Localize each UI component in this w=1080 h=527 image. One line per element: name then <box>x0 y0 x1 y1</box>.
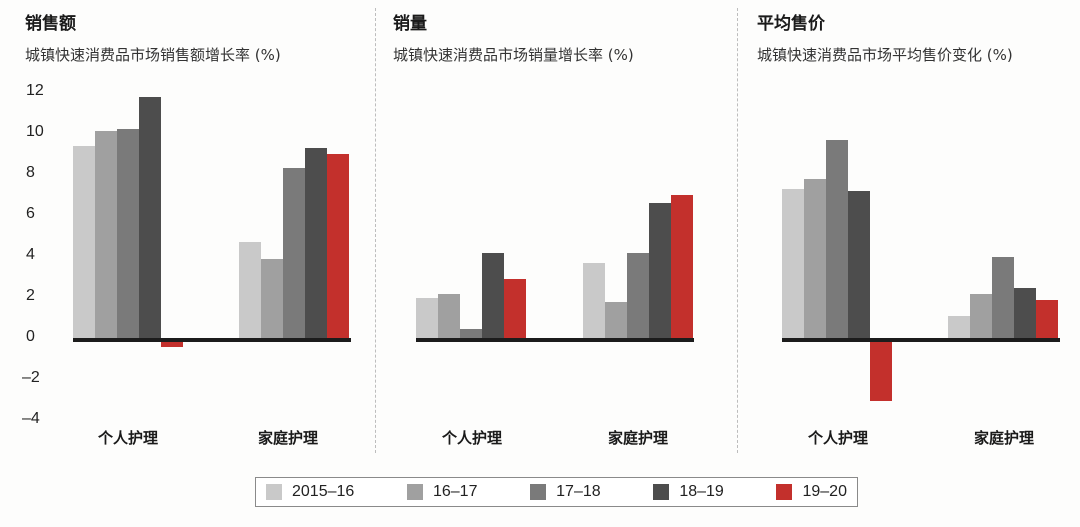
bar-19-20-personal-care <box>870 341 892 401</box>
bar-19-20-personal-care <box>504 279 526 339</box>
bar-18-19-household-care <box>1014 287 1036 339</box>
bar-18-19-personal-care <box>482 252 504 339</box>
legend-item-19-20: 19–20 <box>776 483 847 501</box>
legend-label: 17–18 <box>556 483 601 500</box>
panel-subtitle-sales: 城镇快速消费品市场销售额增长率 (%) <box>25 46 281 64</box>
bar-16-17-personal-care <box>804 178 826 339</box>
bar-17-18-household-care <box>627 252 649 339</box>
panel-subtitle-price: 城镇快速消费品市场平均售价变化 (%) <box>757 46 1013 64</box>
bar-17-18-household-care <box>992 256 1014 339</box>
zero-baseline <box>782 338 1060 342</box>
bar-17-18-household-care <box>283 168 305 339</box>
legend-item-16-17: 16–17 <box>406 483 478 501</box>
legend-label: 18–19 <box>679 483 724 500</box>
panel-divider <box>737 8 738 453</box>
legend-label: 2015–16 <box>292 483 355 500</box>
panel-title-sales: 销售额 <box>25 14 76 34</box>
bar-2015-16-household-care <box>583 262 605 339</box>
category-label-personal-care: 个人护理 <box>441 429 503 447</box>
y-tick: 8 <box>26 164 35 181</box>
y-tick: –4 <box>22 410 40 427</box>
y-tick: 0 <box>26 328 35 345</box>
legend-swatch <box>653 484 670 500</box>
bar-19-20-household-care <box>1036 299 1058 339</box>
bar-2015-16-personal-care <box>73 145 95 339</box>
panel-divider <box>375 8 376 453</box>
bar-16-17-personal-care <box>438 293 460 339</box>
y-tick: 12 <box>26 82 44 99</box>
bar-2015-16-household-care <box>239 242 261 339</box>
category-label-personal-care: 个人护理 <box>97 429 159 447</box>
panel-title-price: 平均售价 <box>757 14 825 34</box>
legend-item-17-18: 17–18 <box>530 483 601 501</box>
legend: 2015–16 16–17 17–18 18–19 19–20 <box>255 477 858 507</box>
legend-swatch <box>776 484 793 500</box>
category-label-household-care: 家庭护理 <box>973 429 1035 447</box>
bar-17-18-personal-care <box>117 129 139 339</box>
y-tick: 4 <box>26 246 35 263</box>
bar-19-20-household-care <box>671 195 693 339</box>
legend-swatch <box>266 484 282 500</box>
category-label-household-care: 家庭护理 <box>607 429 669 447</box>
bar-2015-16-personal-care <box>416 297 438 339</box>
legend-swatch <box>530 484 547 500</box>
bar-2015-16-household-care <box>948 316 970 339</box>
legend-label: 16–17 <box>432 483 478 500</box>
bar-18-19-personal-care <box>139 96 161 339</box>
legend-item-18-19: 18–19 <box>653 483 724 501</box>
y-tick: –2 <box>22 369 40 386</box>
bar-16-17-personal-care <box>95 131 117 339</box>
bar-18-19-household-care <box>305 147 327 339</box>
legend-item-2015-16: 2015–16 <box>266 483 354 501</box>
bar-16-17-household-care <box>605 302 627 339</box>
zero-baseline <box>73 338 351 342</box>
y-tick: 10 <box>26 123 44 140</box>
panel-title-volume: 销量 <box>393 14 427 34</box>
bar-18-19-household-care <box>649 203 671 339</box>
legend-swatch <box>406 484 423 500</box>
zero-baseline <box>416 338 694 342</box>
panel-subtitle-volume: 城镇快速消费品市场销量增长率 (%) <box>393 46 634 64</box>
bar-17-18-personal-care <box>826 139 848 339</box>
legend-label: 19–20 <box>802 483 847 500</box>
bar-16-17-household-care <box>970 293 992 339</box>
category-label-household-care: 家庭护理 <box>257 429 319 447</box>
category-label-personal-care: 个人护理 <box>807 429 869 447</box>
bar-17-18-personal-care <box>460 328 482 339</box>
bar-2015-16-personal-care <box>782 188 804 339</box>
bar-19-20-household-care <box>327 154 349 339</box>
bar-16-17-household-care <box>261 258 283 339</box>
y-tick: 6 <box>26 205 35 222</box>
bar-18-19-personal-care <box>848 191 870 339</box>
bar-19-20-personal-care <box>161 341 183 348</box>
y-tick: 2 <box>26 287 35 304</box>
